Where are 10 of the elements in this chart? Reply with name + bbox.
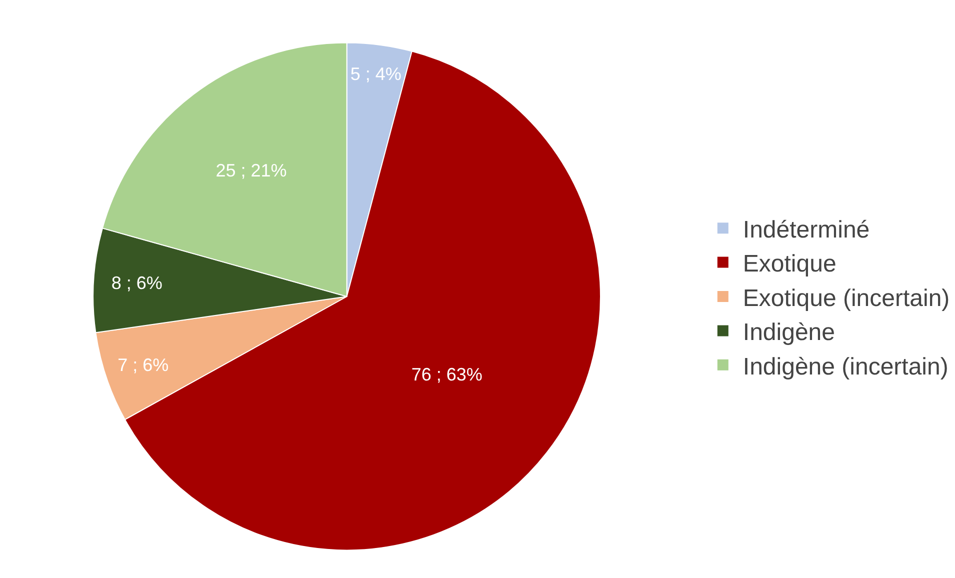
legend-label: Indéterminé [742,216,870,244]
legend-label: Indigène (incertain) [742,353,948,380]
data-label: 5 ; 4% [350,64,402,84]
data-label: 25 ; 21% [216,160,287,181]
data-label: 8 ; 6% [111,272,162,293]
data-label: 76 ; 63% [411,364,482,384]
legend-label: Exotique [742,250,836,278]
legend-label: Indigène [742,319,835,346]
legend-label: Exotique (incertain) [742,284,950,312]
data-label: 7 ; 6% [118,355,169,376]
